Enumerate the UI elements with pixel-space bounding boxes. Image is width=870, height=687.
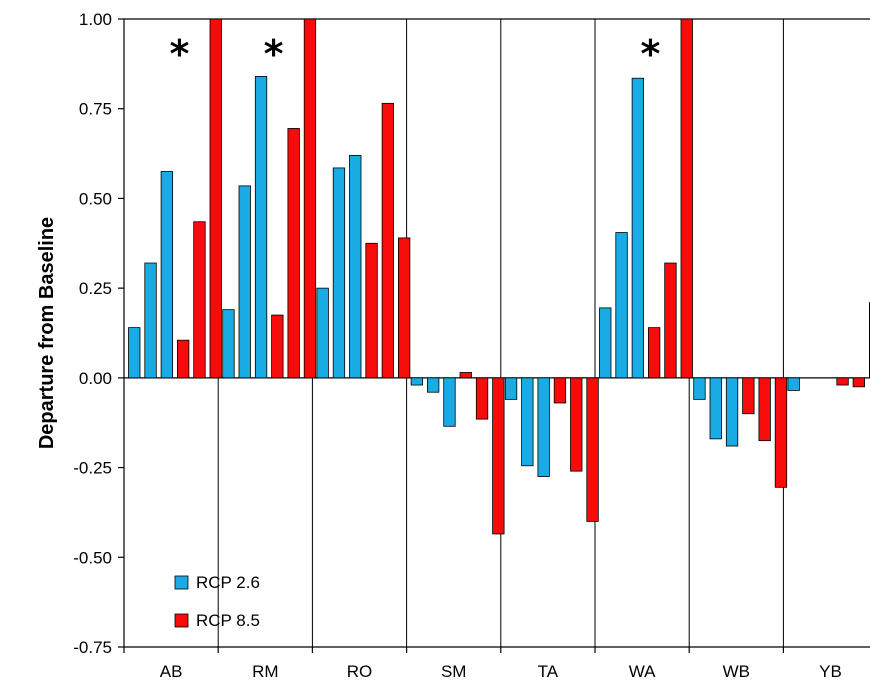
bar-rcp-2-6 bbox=[521, 377, 534, 467]
bar-rcp-2-6 bbox=[443, 377, 456, 427]
bar-rcp-8-5 bbox=[664, 262, 677, 379]
bar-rcp-8-5 bbox=[492, 377, 505, 535]
bar-rcp-8-5 bbox=[570, 377, 583, 472]
legend-label: RCP 8.5 bbox=[196, 611, 260, 630]
category-dividers bbox=[217, 19, 784, 647]
y-tick-label: 0.75 bbox=[79, 100, 112, 119]
bar-rcp-2-6 bbox=[426, 377, 440, 393]
y-tick-label: 1.00 bbox=[79, 10, 112, 29]
y-tick-label: 0.50 bbox=[79, 189, 112, 208]
bar-rcp-8-5 bbox=[365, 242, 378, 379]
y-axis-label: Departure from Baseline bbox=[36, 217, 58, 449]
bar-rcp-8-5 bbox=[742, 377, 755, 415]
bar-rcp-8-5 bbox=[553, 377, 567, 404]
bar-rcp-2-6 bbox=[254, 76, 268, 379]
bar-rcp-2-6 bbox=[709, 377, 722, 440]
bar-rcp-2-6 bbox=[599, 307, 612, 379]
x-tick-label: RM bbox=[252, 662, 278, 681]
bar-rcp-8-5 bbox=[758, 377, 771, 442]
bar-rcp-2-6 bbox=[504, 377, 518, 400]
legend-label: RCP 2.6 bbox=[196, 573, 260, 592]
bar-rcp-8-5 bbox=[836, 377, 849, 386]
bar-rcp-2-6 bbox=[693, 377, 706, 400]
bar-rcp-2-6 bbox=[160, 171, 174, 379]
bar-rcp-8-5 bbox=[648, 327, 661, 379]
y-tick-label: -0.75 bbox=[73, 638, 112, 657]
x-tick-label: TA bbox=[538, 662, 559, 681]
y-tick-label: 0.25 bbox=[79, 279, 112, 298]
bar-rcp-8-5 bbox=[680, 18, 693, 379]
legend: RCP 2.6 RCP 8.5 bbox=[174, 573, 260, 630]
bar-rcp-8-5 bbox=[193, 221, 206, 379]
bar-rcp-2-6 bbox=[410, 377, 424, 386]
bar-rcp-2-6 bbox=[349, 154, 362, 379]
significance-asterisk: * bbox=[264, 32, 284, 76]
legend-swatch bbox=[174, 613, 189, 628]
bar-rcp-8-5 bbox=[271, 314, 284, 379]
bar-rcp-2-6 bbox=[332, 167, 346, 379]
bar-rcp-2-6 bbox=[316, 287, 329, 379]
bar-rcp-2-6 bbox=[787, 377, 800, 391]
bar-rcp-8-5 bbox=[852, 377, 865, 388]
bar-rcp-8-5 bbox=[475, 377, 489, 420]
bar-rcp-8-5 bbox=[209, 18, 222, 379]
bar-rcp-8-5 bbox=[287, 128, 300, 379]
y-tick-label: -0.50 bbox=[73, 548, 112, 567]
bar-rcp-2-6 bbox=[144, 262, 157, 379]
bar-rcp-8-5 bbox=[459, 372, 472, 379]
bar-rcp-8-5 bbox=[774, 377, 788, 488]
x-tick-label: YB bbox=[819, 662, 842, 681]
bar-rcp-8-5 bbox=[303, 18, 317, 379]
significance-asterisk: * bbox=[640, 32, 660, 76]
bar-rcp-2-6 bbox=[615, 232, 628, 379]
x-tick-label: WB bbox=[723, 662, 750, 681]
bar-rcp-2-6 bbox=[128, 327, 141, 379]
significance-asterisk: * bbox=[169, 32, 189, 76]
bar-rcp-2-6 bbox=[222, 309, 235, 379]
annotations: * * * bbox=[169, 32, 660, 76]
bar-rcp-2-6 bbox=[537, 377, 550, 477]
y-tick-label: -0.25 bbox=[73, 459, 112, 478]
x-tick-label: SM bbox=[441, 662, 467, 681]
x-tick-label: RO bbox=[347, 662, 373, 681]
bars bbox=[128, 18, 870, 535]
bar-rcp-8-5 bbox=[586, 377, 599, 522]
legend-swatch bbox=[174, 575, 189, 590]
bar-rcp-8-5 bbox=[381, 102, 395, 379]
x-tick-label: WA bbox=[629, 662, 656, 681]
x-tick-label: AB bbox=[160, 662, 183, 681]
bar-rcp-2-6 bbox=[725, 377, 739, 447]
bar-rcp-2-6 bbox=[238, 185, 251, 379]
y-tick-label: 0.00 bbox=[79, 369, 112, 388]
bar-rcp-8-5 bbox=[397, 237, 411, 379]
bar-rcp-8-5 bbox=[176, 339, 190, 379]
bar-rcp-2-6 bbox=[631, 77, 644, 379]
tick-labels: 1.00 0.75 0.50 0.25 0.00 -0.25 -0.50 -0.75 AB RM R… bbox=[73, 10, 842, 681]
